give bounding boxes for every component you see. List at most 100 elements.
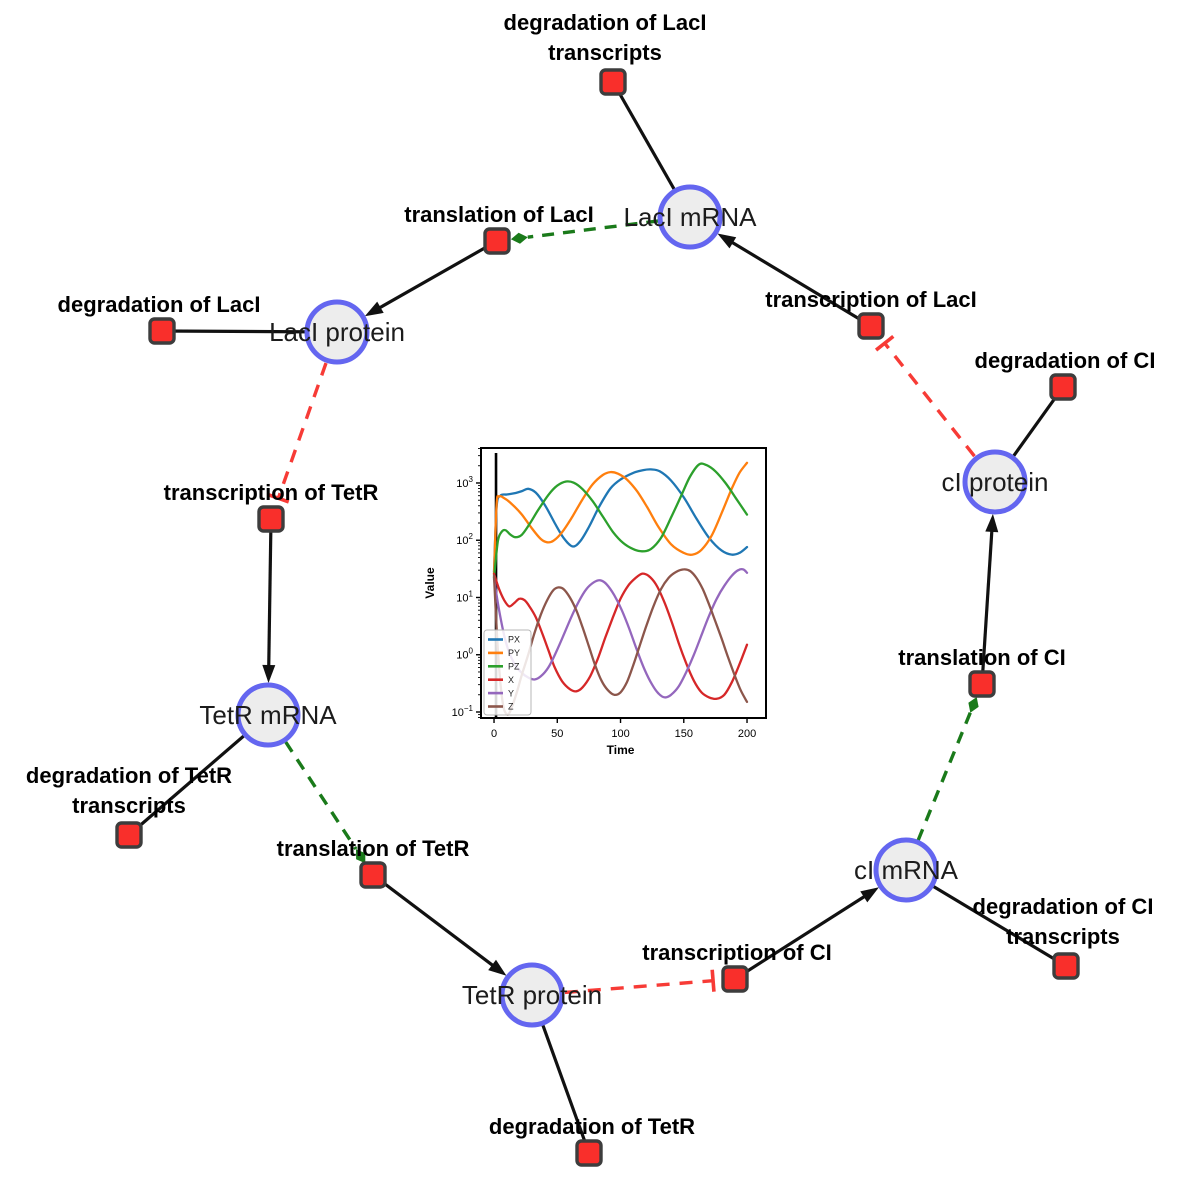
legend-label: X xyxy=(508,675,514,685)
reaction-square[interactable] xyxy=(857,312,885,340)
reaction-square[interactable] xyxy=(359,861,387,889)
reaction-label: degradation of TetR xyxy=(489,1114,695,1139)
edge-arrow-txn_tetr-tetr_mrna xyxy=(262,518,276,683)
reaction-node-deg_ci_tx[interactable] xyxy=(1052,952,1080,980)
reaction-label: transcripts xyxy=(72,793,186,818)
plot-frame xyxy=(480,447,767,719)
inhibition-dashed-line xyxy=(276,362,328,499)
species-node-laci_mrna[interactable] xyxy=(657,184,723,250)
species-circle[interactable] xyxy=(304,299,370,365)
reaction-square[interactable] xyxy=(721,965,749,993)
species-circle[interactable] xyxy=(657,184,723,250)
species-circle[interactable] xyxy=(499,962,565,1028)
arrowhead-icon xyxy=(364,301,384,317)
x-tick-label: 150 xyxy=(675,728,693,740)
reaction-node-transl_ci[interactable] xyxy=(968,670,996,698)
reaction-label: degradation of CI xyxy=(975,348,1156,373)
legend-item-PZ: PZ xyxy=(488,662,520,672)
edge-inhibition-laci_protein-txn_tetr xyxy=(267,362,328,504)
reaction-label: transcription of LacI xyxy=(765,287,976,312)
reaction-node-deg_tetr_tx[interactable] xyxy=(115,821,143,849)
species-circle[interactable] xyxy=(235,682,301,748)
species-label: LacI mRNA xyxy=(624,202,758,232)
edge-line xyxy=(376,239,498,311)
edge-line xyxy=(734,893,869,981)
reaction-node-txn_ci[interactable] xyxy=(721,965,749,993)
edge-line xyxy=(980,527,994,685)
legend-label: PY xyxy=(508,648,520,658)
reaction-square[interactable] xyxy=(1049,373,1077,401)
edge-arrow-txn_laci-laci_mrna xyxy=(717,233,872,328)
reaction-node-deg_tetr[interactable] xyxy=(575,1139,603,1167)
diamond-arrowhead-icon xyxy=(510,232,528,244)
legend-item-Z: Z xyxy=(488,702,514,712)
reaction-label: translation of TetR xyxy=(277,836,470,861)
reaction-label: translation of CI xyxy=(898,645,1065,670)
x-axis-title: Time xyxy=(607,743,635,757)
legend-label: Y xyxy=(508,688,514,698)
reaction-square[interactable] xyxy=(1052,952,1080,980)
series-line-PZ xyxy=(492,462,749,580)
reaction-square[interactable] xyxy=(148,317,176,345)
legend-item-PX: PX xyxy=(488,635,520,645)
arrowhead-icon xyxy=(985,513,999,533)
species-node-laci_protein[interactable] xyxy=(304,299,370,365)
y-tick-label: 102 xyxy=(456,532,473,547)
reaction-label: transcription of CI xyxy=(642,940,831,965)
species-node-tetr_mrna[interactable] xyxy=(235,682,301,748)
reaction-label: transcripts xyxy=(1006,924,1120,949)
legend-label: PX xyxy=(508,635,520,645)
legend-label: PZ xyxy=(508,662,520,672)
x-tick-label: 200 xyxy=(738,728,756,740)
inhibition-dashed-line xyxy=(564,979,714,995)
edge-arrow-transl_tetr-tetr_protein xyxy=(372,873,507,976)
species-node-tetr_protein[interactable] xyxy=(499,962,565,1028)
y-tick-label: 101 xyxy=(456,589,473,604)
species-label: TetR protein xyxy=(462,980,602,1010)
inhibition-tee-icon xyxy=(874,334,895,352)
species-label: LacI protein xyxy=(269,317,405,347)
reaction-label: degradation of CI xyxy=(973,894,1154,919)
reaction-label: degradation of TetR xyxy=(26,763,232,788)
reaction-node-deg_laci_tx[interactable] xyxy=(599,68,627,96)
reaction-square[interactable] xyxy=(483,227,511,255)
reaction-square[interactable] xyxy=(968,670,996,698)
inhibition-dashed-line xyxy=(883,342,976,458)
species-node-ci_protein[interactable] xyxy=(962,449,1028,515)
reaction-square[interactable] xyxy=(599,68,627,96)
edge-arrow-transl_ci-ci_protein xyxy=(980,513,999,685)
reaction-label: degradation of LacI xyxy=(58,292,261,317)
modifier-dashed-line xyxy=(916,712,972,842)
reaction-label: transcripts xyxy=(548,40,662,65)
y-axis-title: Value xyxy=(423,567,437,599)
reaction-square[interactable] xyxy=(115,821,143,849)
series-line-X xyxy=(492,572,749,701)
reaction-node-txn_laci[interactable] xyxy=(857,312,885,340)
reaction-label: transcription of TetR xyxy=(164,480,379,505)
reaction-node-deg_ci[interactable] xyxy=(1049,373,1077,401)
modifier-dashed-line xyxy=(284,740,358,851)
species-node-ci_mrna[interactable] xyxy=(873,837,939,903)
x-tick-label: 50 xyxy=(551,728,563,740)
legend-item-Y: Y xyxy=(488,688,514,698)
reaction-node-deg_laci[interactable] xyxy=(148,317,176,345)
inhibition-tee-icon xyxy=(267,492,290,504)
timeseries-plot: 103 102 101 100 10−1 0 50 100 150 200 Time Value PX P… xyxy=(423,447,767,757)
series-line-PY xyxy=(492,461,749,576)
reaction-node-txn_tetr[interactable] xyxy=(257,505,285,533)
species-label: cI mRNA xyxy=(854,855,959,885)
species-label: TetR mRNA xyxy=(199,700,337,730)
reaction-node-transl_laci[interactable] xyxy=(483,227,511,255)
edge-line xyxy=(372,873,497,969)
reaction-label: translation of LacI xyxy=(404,202,593,227)
reaction-node-transl_tetr[interactable] xyxy=(359,861,387,889)
species-circle[interactable] xyxy=(873,837,939,903)
series-line-PX xyxy=(492,468,749,574)
edge-line xyxy=(267,518,273,670)
species-circle[interactable] xyxy=(962,449,1028,515)
reaction-square[interactable] xyxy=(575,1139,603,1167)
reaction-square[interactable] xyxy=(257,505,285,533)
legend-label: Z xyxy=(508,702,514,712)
